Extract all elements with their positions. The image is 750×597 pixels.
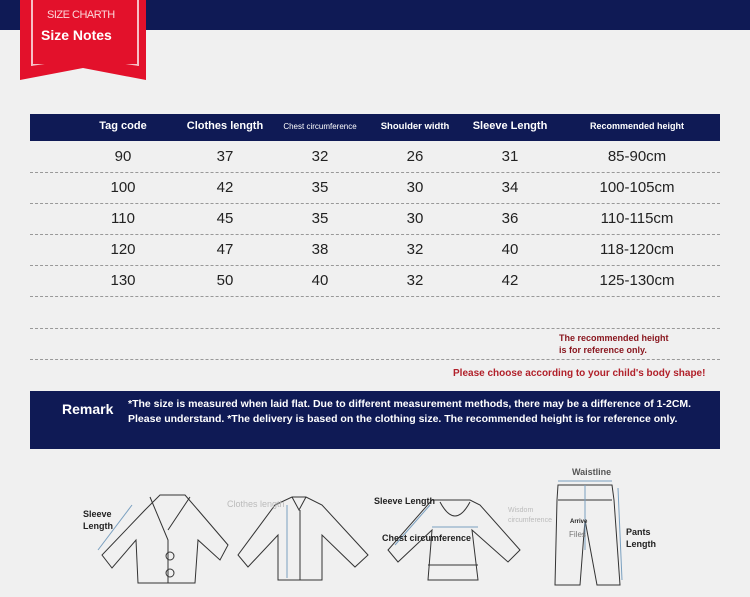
divider <box>30 234 720 235</box>
label-chest: Chest circumference <box>382 533 472 543</box>
label-clothes-length: Clothes length <box>227 499 285 509</box>
note-line: The recommended height <box>559 333 669 343</box>
table-cell: 40 <box>501 241 519 258</box>
table-row: 100 42 35 30 34 100-105cm <box>30 172 720 203</box>
ribbon-subtitle: SIZE CHARTH <box>47 9 115 21</box>
divider <box>30 265 720 266</box>
table-row: 130 50 40 32 42 125-130cm <box>30 265 720 296</box>
table-cell: 37 <box>216 148 234 165</box>
header-chest: Chest circumference <box>283 122 357 131</box>
table-cell: 26 <box>406 148 424 165</box>
table-cell: 110-115cm <box>600 210 674 227</box>
pants-icon <box>554 480 623 586</box>
header-sleeve: Sleeve Length <box>472 120 548 132</box>
divider <box>30 328 720 329</box>
label-pants-length: Pants Length <box>626 527 656 549</box>
header-height: Recommended height <box>589 121 685 131</box>
jacket-icon <box>97 494 229 584</box>
table-cell: 38 <box>311 241 329 258</box>
table-cell: 100-105cm <box>599 179 675 196</box>
size-notes-ribbon <box>20 0 146 80</box>
label-sleeve-length: Sleeve Length <box>83 509 113 531</box>
divider <box>30 296 720 297</box>
table-cell: 118-120cm <box>600 241 674 258</box>
remark-text: *The size is measured when laid flat. Du… <box>128 398 692 425</box>
shirt-icon <box>237 496 369 581</box>
table-cell: 30 <box>406 210 424 227</box>
table-cell: 85-90cm <box>607 148 667 165</box>
table-cell: 35 <box>311 210 329 227</box>
label-waist-circ: Wisdom circumference <box>508 507 552 524</box>
table-cell: 40 <box>311 272 329 289</box>
table-cell: 34 <box>501 179 519 196</box>
table-cell: 32 <box>406 272 424 289</box>
header-shoulder: Shoulder width <box>380 121 450 132</box>
label-files: Files <box>569 530 586 539</box>
table-cell: 90 <box>114 148 132 165</box>
note-line: is for reference only. <box>559 345 647 355</box>
label-sleeve-length-2: Sleeve Length <box>374 496 436 506</box>
reference-note: The recommended height is for reference o… <box>559 332 669 356</box>
choose-note: Please choose according to your child's … <box>453 368 706 379</box>
table-row: 90 37 32 26 31 85-90cm <box>30 141 720 172</box>
remark-box: Remark *The size is measured when laid f… <box>30 391 720 449</box>
remark-label: Remark <box>62 401 114 417</box>
table-cell: 42 <box>501 272 519 289</box>
table-cell: 32 <box>406 241 424 258</box>
header-tag-code: Tag code <box>99 120 147 132</box>
divider <box>30 359 720 360</box>
table-cell: 36 <box>501 210 519 227</box>
table-cell: 47 <box>216 241 234 258</box>
table-cell: 31 <box>501 148 519 165</box>
table-cell: 45 <box>216 210 234 227</box>
table-cell: 120 <box>110 241 136 258</box>
label-arrive: Arrive <box>570 519 588 525</box>
ribbon-title: Size Notes <box>41 27 112 43</box>
table-cell: 42 <box>216 179 234 196</box>
table-cell: 110 <box>111 210 135 227</box>
table-cell: 100 <box>110 179 136 196</box>
table-cell: 30 <box>406 179 424 196</box>
label-waistline: Waistline <box>572 467 612 477</box>
divider <box>30 172 720 173</box>
table-cell: 35 <box>311 179 329 196</box>
table-row: 120 47 38 32 40 118-120cm <box>30 234 720 265</box>
table-cell: 50 <box>216 272 234 289</box>
table-cell: 125-130cm <box>599 272 675 289</box>
header-clothes-length: Clothes length <box>186 120 264 132</box>
sweater-icon <box>387 499 521 581</box>
table-cell: 130 <box>110 272 136 289</box>
table-cell: 32 <box>311 148 329 165</box>
table-row: 110 45 35 30 36 110-115cm <box>30 203 720 234</box>
divider <box>30 203 720 204</box>
table-header: Tag code Clothes length Chest circumfere… <box>30 114 720 141</box>
